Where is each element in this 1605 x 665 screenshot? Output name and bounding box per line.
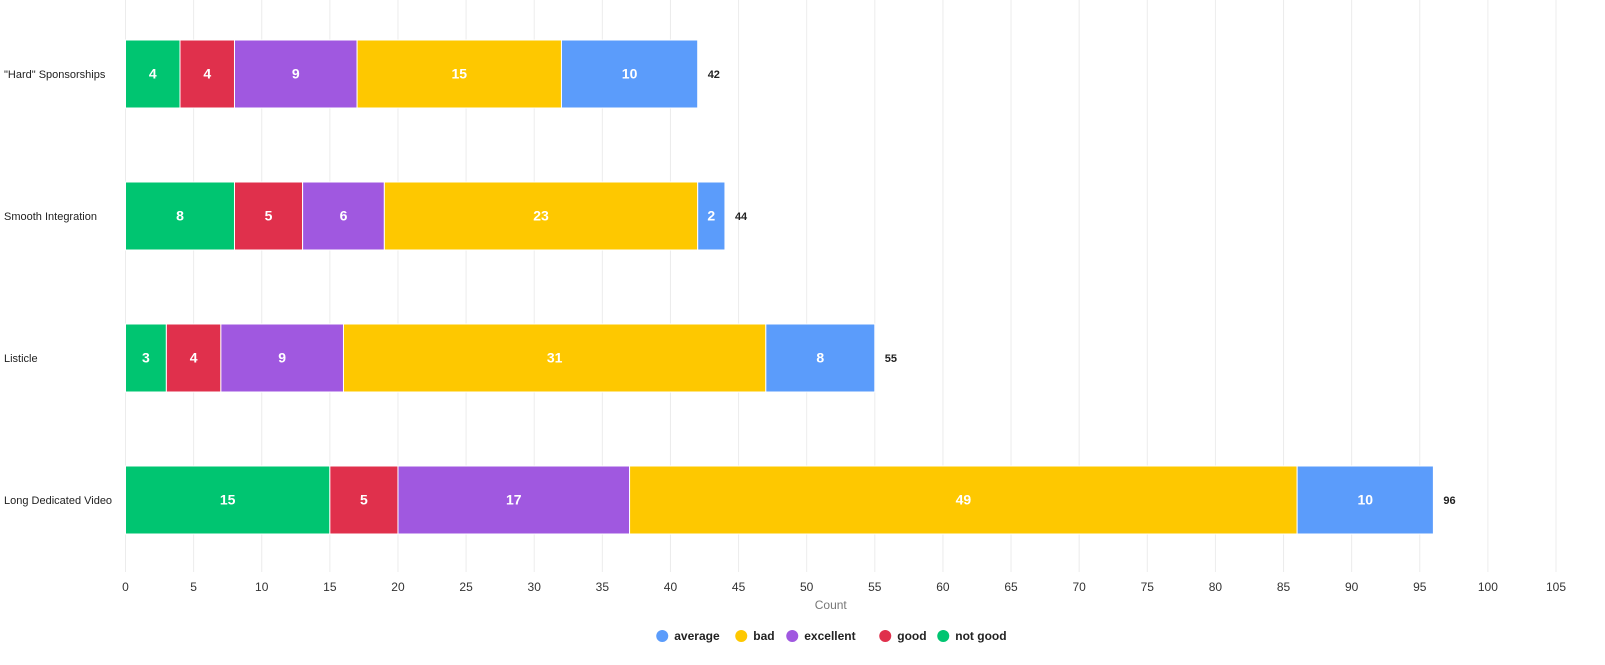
bar-segment-average[interactable] [1296, 465, 1434, 535]
bar-segment-value: 23 [533, 208, 549, 224]
x-tick-label: 80 [1209, 580, 1223, 594]
bar-segment-value: 3 [142, 350, 150, 366]
x-tick-label: 55 [868, 580, 882, 594]
legend-swatch [656, 630, 669, 642]
legend-swatch [879, 630, 892, 642]
x-tick-label: 70 [1072, 580, 1086, 594]
bar-segment-good[interactable] [233, 181, 304, 251]
x-tick-label: 95 [1413, 580, 1427, 594]
x-tick-label: 105 [1546, 580, 1566, 594]
bar-segment-not-good[interactable] [125, 181, 235, 251]
legend-label: bad [753, 629, 774, 643]
bar-segment-value: 49 [956, 492, 972, 508]
bar-segment-value: 15 [220, 492, 236, 508]
legend-label: not good [955, 629, 1006, 643]
legend: average bad excellent good not good [656, 629, 1007, 643]
x-tick-label: 5 [190, 580, 197, 594]
x-tick-label: 25 [459, 580, 473, 594]
bar-segment-value: 15 [451, 66, 467, 82]
legend-item-good[interactable]: good [879, 629, 927, 643]
bar-segment-average[interactable] [765, 323, 876, 393]
x-axis-title: Count [815, 598, 848, 612]
bar-segment-value: 4 [203, 66, 211, 82]
bars [125, 39, 1434, 535]
bar-segment-excellent[interactable] [302, 181, 385, 251]
bar-segment-value: 10 [1357, 492, 1373, 508]
x-tick-label: 10 [255, 580, 269, 594]
x-tick-label: 65 [1004, 580, 1018, 594]
x-tick-label: 60 [936, 580, 950, 594]
bar-segment-value: 8 [816, 350, 824, 366]
x-tick-label: 45 [732, 580, 746, 594]
x-tick-label: 50 [800, 580, 814, 594]
legend-item-not-good[interactable]: not good [937, 629, 1007, 643]
x-tick-label: 30 [528, 580, 542, 594]
bar-segment-value: 8 [176, 208, 184, 224]
bar-segment-not-good[interactable] [125, 465, 331, 535]
y-category-label: Listicle [4, 353, 38, 365]
bar-segment-bad[interactable] [342, 323, 767, 393]
legend-item-excellent[interactable]: excellent [786, 629, 856, 643]
x-tick-label: 40 [664, 580, 678, 594]
bar-segment-value: 6 [340, 208, 348, 224]
bar-segment-good[interactable] [165, 323, 222, 393]
bar-segment-value: 9 [278, 350, 286, 366]
bar-segment-value: 5 [360, 492, 368, 508]
bar-segment-value: 4 [190, 350, 198, 366]
y-category-label: Smooth Integration [4, 211, 97, 223]
x-tick-label: 35 [596, 580, 610, 594]
legend-swatch [937, 630, 950, 642]
bar-segment-bad[interactable] [629, 465, 1298, 535]
x-tick-label: 90 [1345, 580, 1359, 594]
y-category-label: Long Dedicated Video [4, 495, 112, 507]
bar-segment-not-good[interactable] [125, 39, 181, 109]
bar-segment-excellent[interactable] [397, 465, 631, 535]
bar-segment-good[interactable] [179, 39, 235, 109]
x-tick-label: 15 [323, 580, 337, 594]
bar-total-label: 44 [735, 211, 748, 223]
bar-total-label: 96 [1443, 495, 1455, 507]
bar-total-label: 55 [885, 353, 897, 365]
bar-segment-value: 9 [292, 66, 300, 82]
x-tick-label: 85 [1277, 580, 1291, 594]
legend-item-bad[interactable]: bad [735, 629, 775, 643]
bar-segment-value: 17 [506, 492, 522, 508]
bar-segment-value: 5 [265, 208, 273, 224]
x-tick-label: 20 [391, 580, 405, 594]
x-axis: 0 5 10 15 20 25 30 35 40 45 50 55 60 65 70 75 80 85 90 95 10… [122, 580, 1566, 594]
legend-label: excellent [804, 629, 855, 643]
x-tick-label: 75 [1141, 580, 1155, 594]
bar-segment-excellent[interactable] [220, 323, 344, 393]
legend-label: good [897, 629, 926, 643]
legend-swatch [735, 630, 748, 642]
bar-segment-value: 2 [707, 208, 715, 224]
bar-segment-value: 4 [149, 66, 157, 82]
bar-segment-average[interactable] [560, 39, 699, 109]
x-tick-label: 100 [1478, 580, 1498, 594]
legend-swatch [786, 630, 799, 642]
bar-segment-bad[interactable] [356, 39, 562, 109]
bar-segment-average[interactable] [697, 181, 726, 251]
bar-total-label: 42 [708, 69, 720, 81]
y-category-label: "Hard" Sponsorships [4, 69, 106, 81]
legend-item-average[interactable]: average [656, 629, 720, 643]
x-tick-label: 0 [122, 580, 129, 594]
bar-segment-excellent[interactable] [233, 39, 358, 109]
bar-segment-value: 31 [547, 350, 563, 366]
legend-label: average [674, 629, 720, 643]
bar-segment-value: 10 [622, 66, 638, 82]
